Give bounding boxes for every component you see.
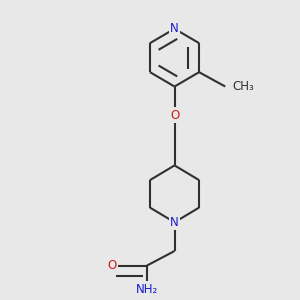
Text: N: N bbox=[170, 22, 179, 35]
Text: NH₂: NH₂ bbox=[136, 283, 158, 296]
Text: O: O bbox=[170, 109, 179, 122]
Text: N: N bbox=[170, 216, 179, 229]
Text: O: O bbox=[108, 259, 117, 272]
Text: CH₃: CH₃ bbox=[232, 80, 254, 93]
